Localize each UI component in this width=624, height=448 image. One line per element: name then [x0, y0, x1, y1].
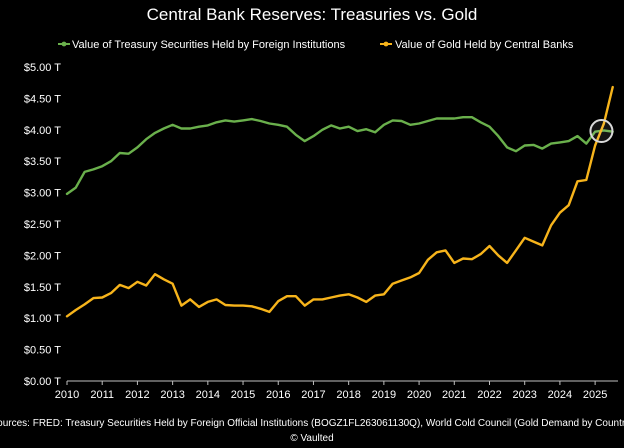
x-tick-label: 2012: [125, 389, 149, 401]
credit-note: © Vaulted: [290, 433, 333, 444]
x-tick-label: 2010: [55, 389, 79, 401]
x-tick-label: 2015: [231, 389, 255, 401]
y-tick-label: $1.50 T: [24, 282, 61, 294]
x-tick-label: 2013: [160, 389, 184, 401]
x-tick-label: 2021: [442, 389, 466, 401]
y-tick-label: $5.00 T: [24, 62, 61, 74]
series-line-gold: [65, 85, 614, 318]
legend-label-gold: Value of Gold Held by Central Banks: [395, 39, 574, 51]
y-tick-label: $0.50 T: [24, 345, 61, 357]
legend-marker-gold: [383, 41, 389, 47]
annotation-layer: [589, 119, 614, 144]
legend-marker-treasuries: [61, 41, 67, 47]
x-tick-label: 2014: [196, 389, 220, 401]
legend-label-treasuries: Value of Treasury Securities Held by For…: [72, 39, 346, 51]
y-tick-label: $4.50 T: [24, 93, 61, 105]
x-tick-label: 2020: [407, 389, 431, 401]
y-tick-label: $3.00 T: [24, 188, 61, 200]
y-tick-label: $3.50 T: [24, 156, 61, 168]
source-note: Sources: FRED: Treasury Securities Held …: [0, 418, 624, 429]
x-tick-label: 2023: [512, 389, 536, 401]
y-axis: $0.00 T $0.50 T $1.00 T $1.50 T $2.00 T $2.50…: [24, 62, 618, 388]
series-layer: [65, 85, 614, 318]
y-tick-label: $4.00 T: [24, 125, 61, 137]
x-tick-label: 2016: [266, 389, 290, 401]
x-tick-label: 2024: [548, 389, 572, 401]
chart-title: Central Bank Reserves: Treasuries vs. Go…: [147, 5, 478, 24]
series-line-treasuries: [65, 115, 614, 196]
y-tick-label: $2.00 T: [24, 250, 61, 262]
x-tick-label: 2022: [477, 389, 501, 401]
y-tick-label: $2.50 T: [24, 219, 61, 231]
x-tick-label: 2017: [301, 389, 325, 401]
x-axis: 2010 2011 2012 2013 2014 2015 2016 2017 2018 2019…: [55, 381, 607, 401]
x-tick-label: 2025: [583, 389, 607, 401]
y-tick-label: $0.00 T: [24, 376, 61, 388]
x-tick-label: 2019: [372, 389, 396, 401]
legend: Value of Treasury Securities Held by For…: [58, 39, 574, 51]
y-tick-label: $1.00 T: [24, 313, 61, 325]
x-tick-label: 2018: [336, 389, 360, 401]
x-tick-label: 2011: [90, 389, 114, 401]
crossover-highlight-circle: [589, 119, 614, 144]
